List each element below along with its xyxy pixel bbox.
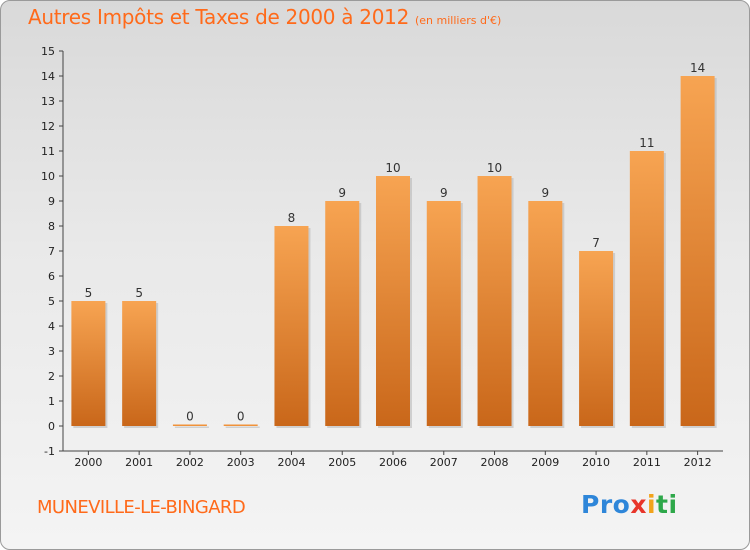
logo-part-3: i (646, 490, 657, 519)
x-tick-label: 2006 (379, 456, 407, 469)
x-tick-label: 2009 (531, 456, 559, 469)
x-tick-label: 2007 (430, 456, 458, 469)
logo-part-2: x (630, 490, 647, 519)
chart-title: Autres Impôts et Taxes de 2000 à 2012 (en… (28, 5, 501, 29)
x-tick-label: 2003 (227, 456, 255, 469)
bar (477, 176, 512, 426)
bar (629, 151, 664, 426)
bar-value-label: 8 (288, 211, 296, 225)
y-tick-label: 8 (48, 220, 55, 233)
y-tick-label: 7 (48, 245, 55, 258)
bar (579, 251, 614, 426)
y-tick-label: 0 (48, 420, 55, 433)
bar-shadow (225, 426, 260, 428)
bar-value-label: 10 (487, 161, 502, 175)
bar (528, 201, 563, 426)
y-tick-label: 14 (41, 70, 55, 83)
bar (71, 301, 106, 426)
bar (274, 226, 309, 426)
bar-value-label: 0 (237, 410, 245, 424)
bar (223, 424, 258, 426)
y-tick-label: 2 (48, 370, 55, 383)
x-tick-label: 2001 (125, 456, 153, 469)
bar-shadow (174, 426, 209, 428)
bar (680, 76, 715, 426)
bar (172, 424, 207, 426)
y-tick-label: 12 (41, 120, 55, 133)
x-tick-label: 2010 (582, 456, 610, 469)
y-tick-label: 5 (48, 295, 55, 308)
y-tick-label: 13 (41, 95, 55, 108)
y-tick-label: 4 (48, 320, 55, 333)
bar (122, 301, 157, 426)
x-tick-label: 2005 (328, 456, 356, 469)
x-tick-label: 2000 (74, 456, 102, 469)
commune-name: MUNEVILLE-LE-BINGARD (37, 497, 246, 518)
y-tick-label: -1 (44, 445, 55, 458)
y-tick-label: 3 (48, 345, 55, 358)
chart-bars (71, 76, 717, 428)
chart-data-labels: 5 5 0 0 8 9 10 9 10 9 7 11 14 (85, 61, 706, 424)
bar (426, 201, 461, 426)
bar (325, 201, 360, 426)
x-tick-label: 2011 (633, 456, 661, 469)
y-tick-label: 10 (41, 170, 55, 183)
y-tick-label: 11 (41, 145, 55, 158)
chart-unit: (en milliers d'€) (415, 14, 502, 27)
x-tick-label: 2008 (481, 456, 509, 469)
chart-title-text: Autres Impôts et Taxes de 2000 à 2012 (28, 5, 409, 29)
bar-value-label: 9 (541, 186, 549, 200)
y-tick-label: 6 (48, 270, 55, 283)
bar-value-label: 9 (440, 186, 448, 200)
bar-value-label: 10 (385, 161, 400, 175)
y-tick-label: 15 (41, 45, 55, 58)
bar-value-label: 7 (592, 236, 600, 250)
y-tick-label: 1 (48, 395, 55, 408)
y-tick-label: 9 (48, 195, 55, 208)
bar-value-label: 14 (690, 61, 705, 75)
bar-value-label: 5 (85, 286, 93, 300)
proxiti-logo: Proxiti (581, 490, 678, 519)
x-tick-label: 2002 (176, 456, 204, 469)
logo-part-4: ti (656, 490, 678, 519)
x-tick-label: 2004 (277, 456, 305, 469)
bar-value-label: 0 (186, 410, 194, 424)
logo-part-1: Pro (581, 490, 631, 519)
x-tick-label: 2012 (684, 456, 712, 469)
bar-value-label: 5 (135, 286, 143, 300)
bar-value-label: 11 (639, 136, 654, 150)
bar (376, 176, 410, 426)
bar-value-label: 9 (338, 186, 346, 200)
